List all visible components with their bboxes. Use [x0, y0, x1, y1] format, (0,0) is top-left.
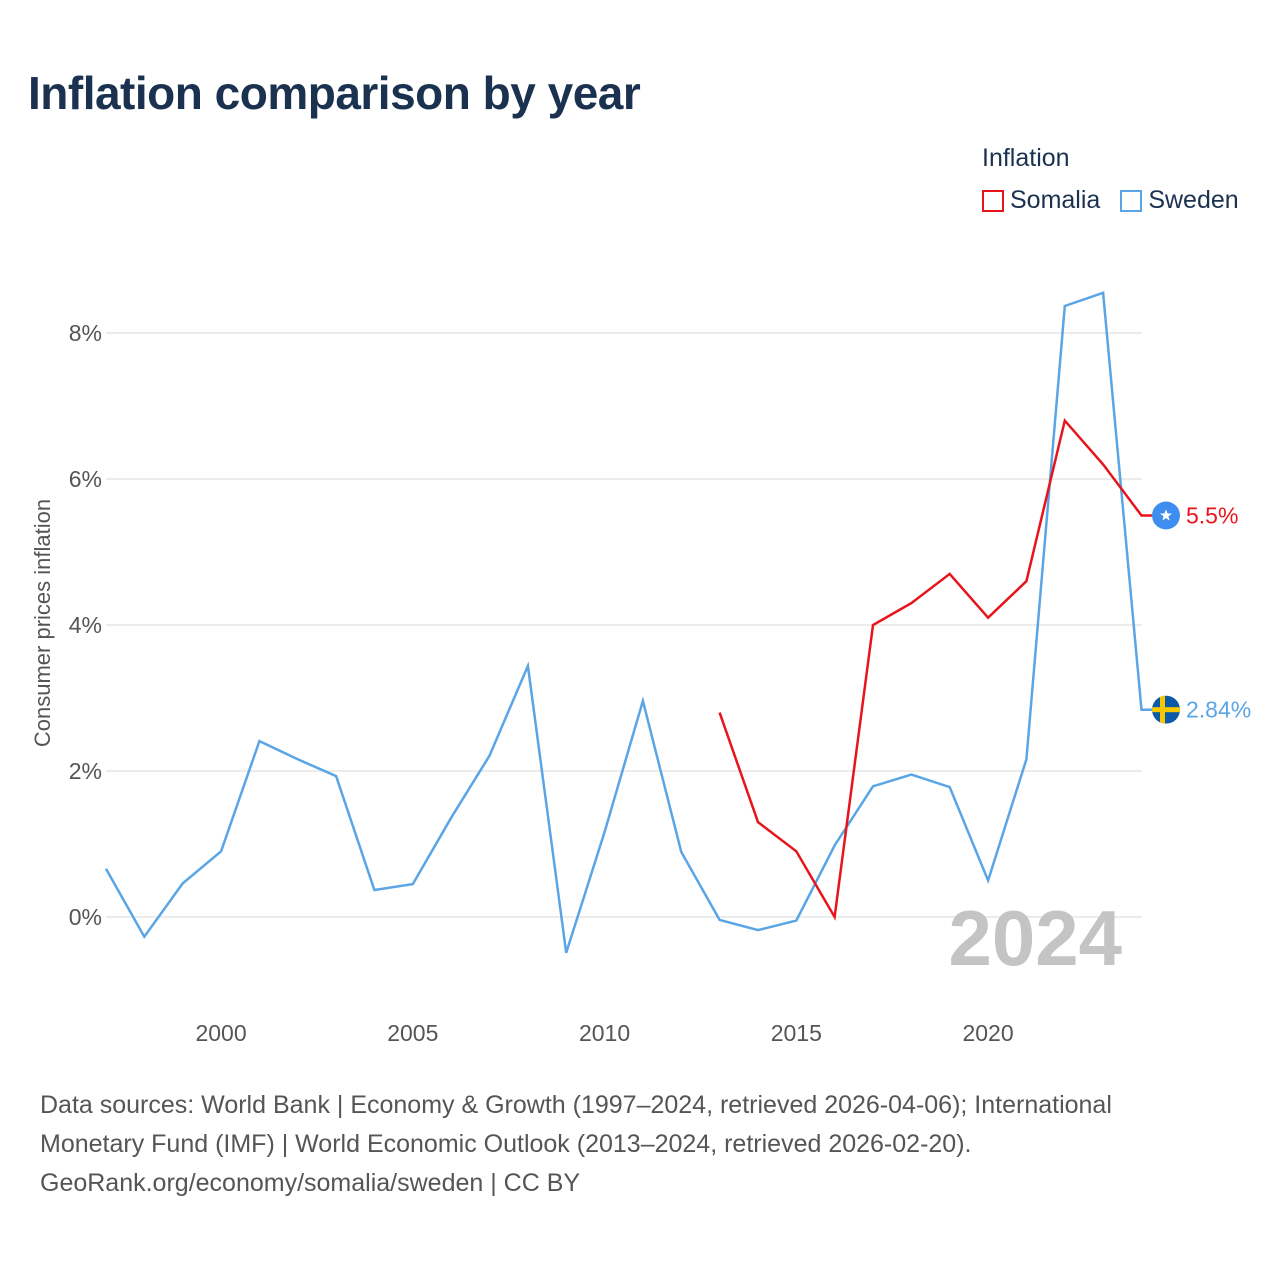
y-tick-label: 8%	[69, 320, 102, 346]
end-value-label-sweden: 2.84%	[1186, 697, 1251, 723]
y-tick-label: 2%	[69, 758, 102, 784]
end-marker-sweden: 2.84%	[1152, 695, 1251, 724]
series-line-sweden[interactable]	[104, 291, 1152, 954]
x-tick-label: 2015	[771, 1020, 822, 1046]
x-tick-label: 2005	[387, 1020, 438, 1046]
y-axis-ticks: 0% 2% 4% 6% 8%	[69, 320, 102, 930]
footer-line-3[interactable]: GeoRank.org/economy/somalia/sweden | CC …	[40, 1169, 581, 1197]
series-lines	[104, 291, 1152, 954]
footer-line-1: Data sources: World Bank | Economy & Gro…	[40, 1091, 1112, 1119]
legend-swatch-somalia	[982, 189, 1004, 212]
line-chart: 0% 2% 4% 6% 8% 2000 2005 2010 2015 2020 Consumer…	[30, 291, 1251, 1046]
series-end-markers: 2.84% 5.5%	[1152, 501, 1251, 724]
data-sources-footer: Data sources: World Bank | Economy & Gro…	[40, 1086, 1240, 1203]
x-tick-label: 2020	[962, 1020, 1013, 1046]
y-tick-label: 4%	[69, 612, 102, 638]
end-value-label-somalia: 5.5%	[1186, 503, 1238, 529]
x-tick-label: 2000	[195, 1020, 246, 1046]
legend-swatch-sweden	[1120, 189, 1143, 212]
y-axis-label: Consumer prices inflation	[30, 499, 55, 747]
chart-title: Inflation comparison by year	[28, 67, 641, 119]
legend-item-sweden[interactable]: Sweden	[1120, 186, 1239, 215]
star-icon	[1160, 509, 1172, 521]
y-tick-label: 6%	[69, 466, 102, 492]
legend-title: Inflation	[982, 144, 1070, 172]
gridlines	[106, 332, 1142, 918]
series-line-somalia[interactable]	[718, 417, 1152, 921]
legend-item-somalia[interactable]: Somalia	[982, 186, 1100, 215]
end-marker-somalia: 5.5%	[1152, 501, 1238, 530]
legend: Somalia Sweden	[982, 186, 1239, 215]
y-tick-label: 0%	[69, 904, 102, 930]
current-year-watermark: 2024	[948, 894, 1122, 982]
x-axis-ticks: 2000 2005 2010 2015 2020	[195, 1020, 1013, 1046]
footer-line-2: Monetary Fund (IMF) | World Economic Out…	[40, 1130, 972, 1158]
legend-label-somalia: Somalia	[1010, 186, 1101, 214]
legend-label-sweden: Sweden	[1148, 186, 1239, 214]
sweden-flag-icon	[1152, 695, 1180, 724]
x-tick-label: 2010	[579, 1020, 630, 1046]
